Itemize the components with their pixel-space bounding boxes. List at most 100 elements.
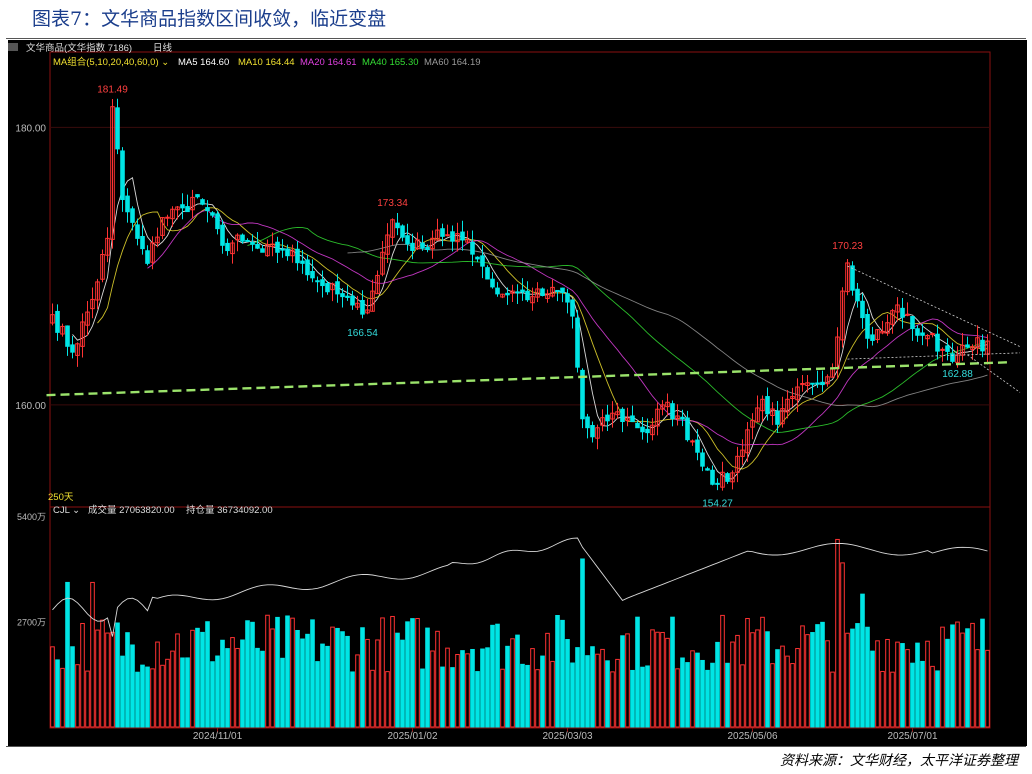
ma-line: [347, 243, 988, 408]
volume-bar: [660, 631, 665, 728]
volume-bar: [720, 614, 725, 728]
volume-bar: [425, 627, 430, 728]
volume-bar: [260, 650, 265, 728]
converging-lower-line: [847, 352, 1021, 360]
candle-body: [325, 283, 330, 293]
volume-bar: [340, 631, 345, 728]
volume-bar: [230, 637, 235, 728]
candle-body: [260, 248, 265, 253]
candle-body: [810, 382, 815, 385]
candle-body: [275, 241, 280, 253]
candle-body: [345, 295, 350, 298]
volume-bar: [360, 627, 365, 728]
candle-body: [110, 106, 115, 240]
candle-body: [125, 195, 130, 213]
volume-bar: [795, 648, 800, 728]
candle-body: [790, 396, 795, 400]
candle-body: [885, 322, 890, 334]
volume-bar: [885, 638, 890, 728]
candle-body: [730, 472, 735, 483]
candle-body: [560, 287, 565, 293]
candle-body: [940, 348, 945, 351]
candle-body: [400, 225, 405, 238]
candle-body: [360, 299, 365, 315]
volume-bar: [935, 670, 940, 728]
candle-body: [615, 411, 620, 416]
candle-body: [780, 408, 785, 425]
candle-body: [460, 231, 465, 241]
candle-body: [210, 212, 215, 216]
volume-bar: [890, 671, 895, 728]
candle-body: [180, 204, 185, 209]
candle-body: [235, 234, 240, 241]
menu-icon: [8, 43, 18, 51]
volume-bar: [250, 621, 255, 728]
candle-body: [195, 194, 200, 198]
volume-bar: [560, 619, 565, 728]
candle-body: [945, 345, 950, 352]
volume-bar: [170, 650, 175, 728]
candle-body: [405, 235, 410, 245]
volume-bar: [615, 658, 620, 728]
candle-body: [815, 382, 820, 385]
candle-body: [740, 449, 745, 457]
candle-body: [605, 414, 610, 422]
candle-body: [380, 251, 385, 275]
candle-body: [385, 234, 390, 255]
volume-bar: [315, 661, 320, 728]
candle-body: [240, 234, 245, 242]
candle-body: [540, 288, 545, 297]
candle-body: [795, 386, 800, 401]
volume-bar: [435, 630, 440, 728]
candle-body: [290, 250, 295, 257]
price-tick-label: 160.00: [15, 401, 46, 412]
price-extreme-label: 162.88: [942, 369, 973, 380]
volume-bar: [110, 631, 115, 728]
figure-title: 图表7：文华商品指数区间收敛，临近变盘: [32, 8, 387, 30]
volume-bar: [775, 649, 780, 728]
candle-body: [485, 267, 490, 280]
volume-bar: [785, 655, 790, 728]
volume-bar: [915, 642, 920, 728]
volume-bar: [965, 628, 970, 728]
volume-bar: [490, 624, 495, 728]
volume-bar: [520, 663, 525, 728]
volume-bar: [300, 638, 305, 728]
candle-body: [115, 107, 120, 150]
volume-bar: [420, 668, 425, 728]
candle-body: [805, 382, 810, 386]
volume-bar: [555, 615, 560, 728]
chart-header: 文华商品(文华指数 7186) 日线 MA组合(5,10,20,40,60,0) ⌄…: [8, 42, 481, 516]
volume-bar: [475, 671, 480, 728]
volume-bar: [175, 633, 180, 728]
candle-body: [630, 415, 635, 423]
volume-bar: [95, 629, 100, 728]
candle-body: [875, 329, 880, 341]
volume-value: 成交量 27063820.00: [88, 504, 175, 516]
candle-body: [770, 408, 775, 416]
breakdown-projection-line: [967, 354, 1021, 393]
volume-bar: [715, 641, 720, 728]
candle-body: [850, 265, 855, 291]
volume-bar: [945, 638, 950, 728]
candle-body: [610, 412, 615, 420]
candle-body: [140, 235, 145, 250]
volume-bar: [780, 645, 785, 728]
volume-bar: [575, 647, 580, 728]
candle-body: [420, 242, 425, 249]
volume-bar: [535, 669, 540, 728]
volume-bar: [640, 666, 645, 728]
candle-body: [90, 298, 95, 310]
candle-body: [535, 288, 540, 298]
candle-body: [145, 250, 150, 264]
open-interest-line: [52, 537, 988, 637]
candle-body: [575, 317, 580, 368]
candle-body: [595, 427, 600, 439]
candle-body: [965, 344, 970, 348]
volume-bar: [745, 618, 750, 728]
volume-bar: [570, 662, 575, 728]
candle-body: [530, 296, 535, 304]
volume-bar: [650, 629, 655, 728]
candle-body: [765, 396, 770, 415]
bottom-rule: [6, 746, 1026, 747]
